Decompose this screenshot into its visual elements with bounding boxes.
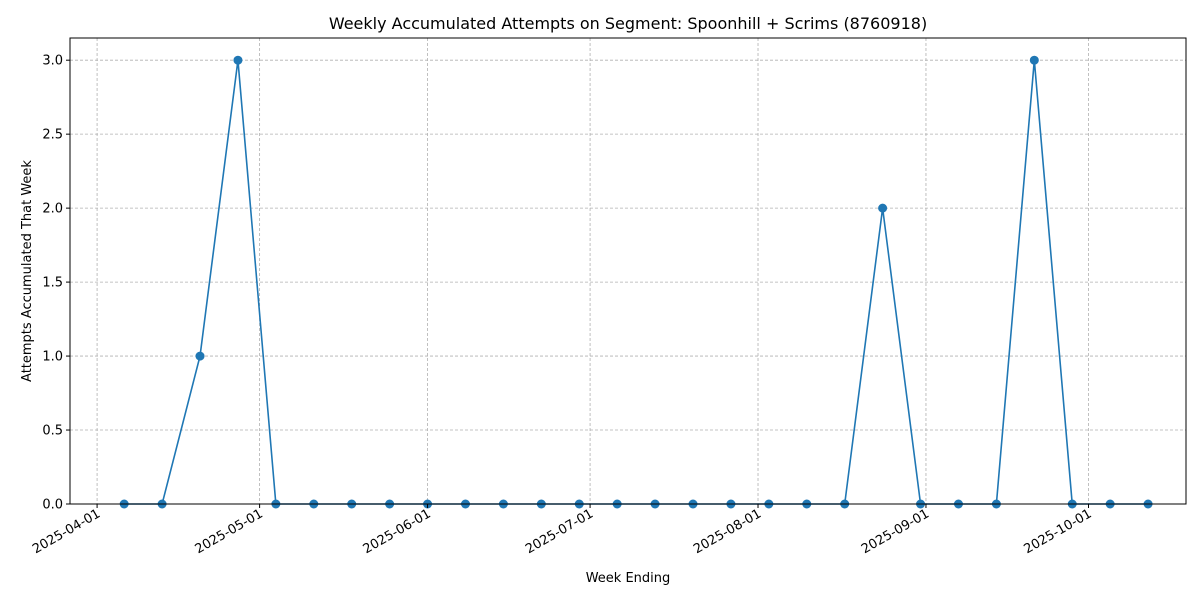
x-tick-label: 2025-08-01 <box>691 506 764 557</box>
y-axis-ticks: 0.0 0.5 1.0 1.5 2.0 2.5 3.0 <box>42 54 70 513</box>
x-tick-label: 2025-06-01 <box>361 506 434 557</box>
y-tick-label: 1.5 <box>42 276 63 291</box>
y-axis-label: Attempts Accumulated That Week <box>20 160 35 382</box>
y-tick-label: 2.5 <box>42 128 63 143</box>
y-tick-label: 2.0 <box>42 202 63 217</box>
y-tick-label: 3.0 <box>42 54 63 69</box>
x-tick-label: 2025-07-01 <box>523 506 596 557</box>
chart-title: Weekly Accumulated Attempts on Segment: … <box>329 14 927 33</box>
y-tick-label: 0.0 <box>42 498 63 513</box>
y-tick-label: 1.0 <box>42 350 63 365</box>
x-tick-label: 2025-09-01 <box>859 506 932 557</box>
x-axis-ticks: 2025-04-01 2025-05-01 2025-06-01 2025-07-01… <box>30 504 1094 557</box>
x-tick-label: 2025-10-01 <box>1022 506 1095 557</box>
y-tick-label: 0.5 <box>42 424 63 439</box>
x-tick-label: 2025-05-01 <box>193 506 266 557</box>
plot-frame <box>69 37 1187 505</box>
grid <box>70 38 1186 505</box>
x-axis-label: Week Ending <box>586 571 671 586</box>
data-point <box>1029 55 1039 65</box>
x-tick-label: 2025-04-01 <box>30 506 103 557</box>
data-point <box>878 203 888 213</box>
data-point <box>233 55 243 65</box>
data-point <box>195 351 205 361</box>
